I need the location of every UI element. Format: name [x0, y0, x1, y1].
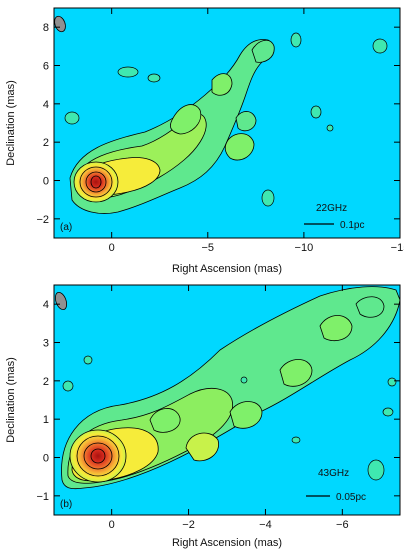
panel-b-label: (b): [60, 499, 72, 510]
panel-a-blob-3: [290, 32, 302, 48]
panel-a-frame: [53, 7, 401, 239]
panel-a-knot-4: [251, 39, 275, 63]
panel-a-xlabel: Right Ascension (mas): [172, 263, 282, 275]
panel-a-frequency: 22GHz: [316, 203, 347, 214]
panel-a-core-contour-3: [90, 175, 102, 189]
panel-a-ticks: 0 −5 −10 −15 −2 0 2 4 6 8: [36, 8, 404, 254]
panel-b-beam: [54, 291, 68, 311]
panel-b-knot-2: [229, 401, 263, 429]
panel-a-blob-1: [117, 66, 139, 78]
panel-b-knot-3: [279, 359, 313, 387]
y-tick-label: −2: [36, 214, 49, 226]
y-tick-label: 2: [43, 376, 49, 388]
panel-a-ylabel: Declination (mas): [5, 80, 17, 166]
y-tick-label: −1: [36, 491, 49, 503]
panel-b-frame: [53, 284, 401, 516]
x-tick-label: 0: [109, 519, 115, 531]
panel-b-blob-1: [62, 380, 74, 392]
panel-a-core-contour-2: [85, 171, 107, 193]
panel-a-knot-1: [170, 104, 202, 135]
panel-b-xlabel: Right Ascension (mas): [172, 537, 282, 549]
panel-b-blob-6: [291, 436, 301, 444]
panel-b-core-contour-2: [83, 442, 113, 470]
panel-a-blob-8: [326, 124, 334, 132]
panel-b-blob-7: [387, 377, 397, 387]
x-tick-label: −4: [259, 519, 272, 531]
panel-a-core-contour-1: [79, 166, 113, 198]
panel-b-scalebar-label: 0.05pc: [336, 492, 366, 503]
panel-b-knot-5: [355, 296, 385, 318]
y-tick-label: 0: [43, 453, 49, 465]
x-tick-label: 0: [109, 242, 115, 254]
x-tick-label: −6: [336, 519, 349, 531]
panel-b-blob-4: [382, 407, 394, 417]
y-tick-label: 3: [43, 338, 49, 350]
panel-a: 0 −5 −10 −15 −2 0 2 4 6 8 (a) 22GHz 0.1pc Right A…: [5, 7, 404, 275]
y-tick-label: 4: [43, 299, 49, 311]
x-tick-label: −15: [391, 242, 404, 254]
panel-b-blob-2: [83, 355, 93, 365]
panel-a-label: (a): [60, 222, 72, 233]
panel-a-blob-6: [310, 105, 322, 119]
panel-b-ylabel: Declination (mas): [5, 357, 17, 443]
y-tick-label: 6: [43, 61, 49, 73]
y-tick-label: 4: [43, 99, 49, 111]
y-tick-label: 2: [43, 137, 49, 149]
panel-a-blob-2: [64, 111, 80, 125]
panel-b-ticks: 0 −2 −4 −6 −1 0 1 2 3 4: [36, 285, 400, 531]
panel-b-core-contour-1: [76, 435, 120, 477]
panel-a-core: [73, 161, 119, 203]
panel-a-scalebar-label: 0.1pc: [340, 220, 364, 231]
panel-b-frequency: 43GHz: [318, 468, 349, 479]
panel-b-map: [61, 286, 400, 490]
panel-b-knot-4: [319, 315, 353, 342]
panel-b: 0 −2 −4 −6 −1 0 1 2 3 4 (b) 43GHz 0.05pc Right As…: [5, 284, 401, 549]
panel-a-blob-4: [372, 38, 388, 54]
panel-a-map: [64, 32, 388, 214]
panel-b-knot-1: [185, 432, 220, 462]
panel-b-knot-6: [149, 408, 181, 433]
x-tick-label: −10: [295, 242, 314, 254]
panel-a-blob-7: [147, 73, 161, 83]
panel-a-beam: [54, 15, 66, 33]
y-tick-label: 8: [43, 22, 49, 34]
panel-a-knot-5: [235, 111, 257, 132]
panel-a-blob-5: [261, 189, 275, 207]
panel-b-core-contour-3: [90, 448, 106, 464]
panel-a-knot-3: [211, 73, 233, 96]
y-tick-label: 0: [43, 176, 49, 188]
panel-a-knot-2: [224, 133, 255, 161]
y-tick-label: 1: [43, 414, 49, 426]
panel-b-blob-5: [240, 376, 248, 384]
x-tick-label: −5: [202, 242, 215, 254]
panel-b-core: [69, 429, 127, 483]
x-tick-label: −2: [182, 519, 195, 531]
panel-b-blob-3: [367, 459, 385, 481]
